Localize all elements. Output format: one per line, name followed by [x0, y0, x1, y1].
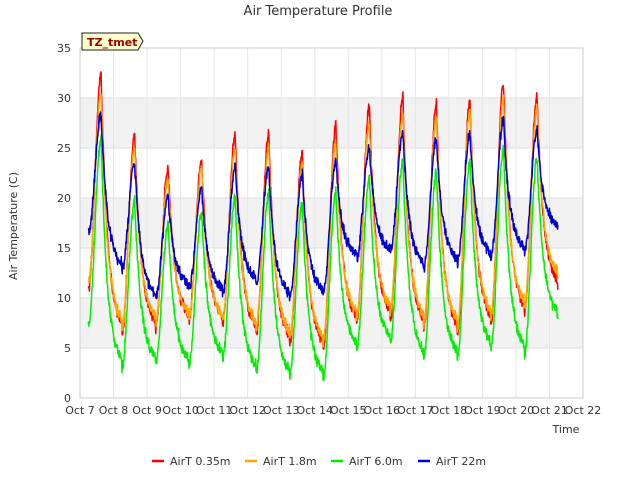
y-tick-label: 5 [64, 342, 71, 355]
plot-frame [79, 47, 584, 399]
x-axis-label: Time [552, 423, 580, 436]
y-tick-label: 30 [57, 92, 71, 105]
background-band [80, 298, 583, 348]
site-tag: TZ_tmet [81, 32, 144, 51]
x-tick-label: Oct 16 [364, 404, 401, 417]
y-tick-label: 0 [64, 392, 71, 405]
legend-label: AirT 22m [436, 455, 486, 468]
x-tick-label: Oct 21 [531, 404, 568, 417]
x-tick-label: Oct 12 [229, 404, 266, 417]
y-tick-label: 15 [57, 242, 71, 255]
x-tick-label: Oct 15 [330, 404, 367, 417]
x-tick-label: Oct 17 [397, 404, 434, 417]
x-tick-label: Oct 7 [65, 404, 95, 417]
x-tick-label: Oct 20 [498, 404, 535, 417]
x-tick-label: Oct 13 [263, 404, 300, 417]
plot-background-bands [80, 98, 583, 348]
legend-label: AirT 6.0m [349, 455, 403, 468]
x-tick-label: Oct 22 [565, 404, 602, 417]
series-line [87, 111, 559, 302]
site-tag-label: TZ_tmet [87, 36, 137, 49]
chart-title: Air Temperature Profile [244, 4, 393, 19]
x-tick-label: Oct 19 [464, 404, 501, 417]
x-tick-label: Oct 8 [99, 404, 129, 417]
x-tick-label: Oct 14 [296, 404, 333, 417]
y-tick-label: 25 [57, 142, 71, 155]
series-lines [87, 71, 559, 382]
x-tick-label: Oct 11 [196, 404, 233, 417]
x-tick-label: Oct 10 [162, 404, 199, 417]
series-line [87, 134, 559, 382]
y-tick-label: 35 [57, 42, 71, 55]
y-tick-label: 10 [57, 292, 71, 305]
site-tag-box [81, 32, 144, 51]
y-tick-label: 20 [57, 192, 71, 205]
background-band [80, 98, 583, 148]
legend-label: AirT 0.35m [170, 455, 231, 468]
y-axis-label: Air Temperature (C) [7, 172, 20, 280]
x-tick-label: Oct 18 [431, 404, 468, 417]
series-line [87, 93, 559, 348]
y-axis-ticks: 0 5 10 15 20 25 30 35 [57, 42, 71, 405]
legend-label: AirT 1.8m [263, 455, 317, 468]
legend: AirT 0.35m AirT 1.8m AirT 6.0m AirT 22m [152, 455, 486, 468]
x-tick-label: Oct 9 [132, 404, 162, 417]
